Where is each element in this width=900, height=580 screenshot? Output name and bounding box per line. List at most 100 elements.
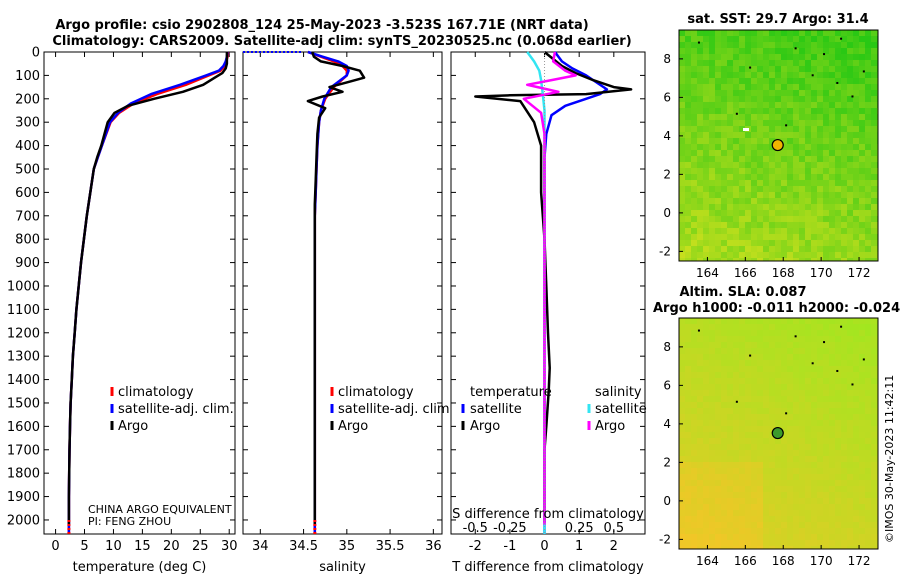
heatmap-cell	[757, 180, 763, 186]
heatmap-cell	[853, 66, 859, 72]
heatmap-cell	[775, 48, 781, 54]
heatmap-cell	[775, 108, 781, 114]
heatmap-cell	[847, 540, 853, 546]
heatmap-cell	[793, 252, 799, 258]
heatmap-cell	[721, 180, 727, 186]
heatmap-cell	[679, 192, 685, 198]
heatmap-cell	[859, 210, 865, 216]
heatmap-cell	[721, 426, 727, 432]
heatmap-cell	[691, 432, 697, 438]
heatmap-cell	[781, 222, 787, 228]
heatmap-cell	[853, 540, 859, 546]
heatmap-cell	[805, 144, 811, 150]
heatmap-cell	[727, 360, 733, 366]
heatmap-cell	[853, 102, 859, 108]
heatmap-cell	[865, 348, 871, 354]
heatmap-cell	[751, 216, 757, 222]
heatmap-cell	[835, 216, 841, 222]
heatmap-cell	[847, 438, 853, 444]
heatmap-cell	[865, 162, 871, 168]
heatmap-cell	[763, 438, 769, 444]
heatmap-cell	[799, 36, 805, 42]
heatmap-cell	[721, 480, 727, 486]
heatmap-cell	[847, 402, 853, 408]
heatmap-cell	[763, 462, 769, 468]
heatmap-cell	[733, 486, 739, 492]
heatmap-cell	[733, 258, 739, 261]
heatmap-cell	[757, 462, 763, 468]
heatmap-cell	[775, 534, 781, 540]
heatmap-cell	[781, 228, 787, 234]
heatmap-cell	[757, 438, 763, 444]
heatmap-cell	[835, 534, 841, 540]
heatmap-cell	[811, 504, 817, 510]
heatmap-cell	[865, 246, 871, 252]
heatmap-cell	[841, 186, 847, 192]
heatmap-cell	[757, 210, 763, 216]
heatmap-cell	[751, 132, 757, 138]
sal-legend-heading: salinity	[595, 385, 642, 400]
heatmap-cell	[847, 390, 853, 396]
heatmap-cell	[781, 36, 787, 42]
heatmap-cell	[745, 90, 751, 96]
heatmap-cell	[733, 84, 739, 90]
heatmap-cell	[691, 318, 697, 324]
heatmap-cell	[745, 420, 751, 426]
heatmap-cell	[745, 240, 751, 246]
heatmap-cell	[871, 516, 877, 522]
heatmap-cell	[697, 228, 703, 234]
heatmap-cell	[763, 402, 769, 408]
heatmap-cell	[709, 366, 715, 372]
heatmap-cell	[691, 516, 697, 522]
heatmap-cell	[829, 84, 835, 90]
legend-label: Argo	[595, 419, 625, 434]
heatmap-cell	[871, 144, 877, 150]
heatmap-cell	[685, 444, 691, 450]
heatmap-cell	[865, 126, 871, 132]
heatmap-cell	[733, 144, 739, 150]
island-speck	[785, 124, 788, 127]
heatmap-cell	[679, 468, 685, 474]
heatmap-cell	[823, 336, 829, 342]
heatmap-cell	[769, 102, 775, 108]
heatmap-cell	[745, 492, 751, 498]
heatmap-cell	[829, 108, 835, 114]
heatmap-cell	[799, 528, 805, 534]
heatmap-cell	[763, 456, 769, 462]
heatmap-cell	[859, 384, 865, 390]
heatmap-cell	[835, 150, 841, 156]
heatmap-cell	[721, 30, 727, 36]
heatmap-cell	[685, 534, 691, 540]
heatmap-cell	[865, 114, 871, 120]
heatmap-cell	[739, 468, 745, 474]
heatmap-cell	[865, 156, 871, 162]
heatmap-cell	[835, 96, 841, 102]
heatmap-cell	[865, 234, 871, 240]
heatmap-cell	[697, 168, 703, 174]
heatmap-cell	[871, 228, 877, 234]
heatmap-cell	[703, 324, 709, 330]
heatmap-cell	[829, 216, 835, 222]
heatmap-cell	[793, 240, 799, 246]
heatmap-cell	[685, 402, 691, 408]
heatmap-cell	[799, 336, 805, 342]
heatmap-cell	[751, 426, 757, 432]
heatmap-cell	[781, 426, 787, 432]
heatmap-cell	[763, 210, 769, 216]
heatmap-cell	[823, 48, 829, 54]
y-tick-label: 6	[663, 378, 671, 392]
heatmap-cell	[799, 144, 805, 150]
heatmap-cell	[757, 480, 763, 486]
heatmap-cell	[871, 60, 877, 66]
heatmap-cell	[871, 450, 877, 456]
heatmap-cell	[691, 348, 697, 354]
heatmap-cell	[799, 516, 805, 522]
heatmap-cell	[751, 90, 757, 96]
heatmap-cell	[835, 366, 841, 372]
heatmap-cell	[721, 468, 727, 474]
heatmap-cell	[739, 480, 745, 486]
heatmap-cell	[769, 366, 775, 372]
heatmap-cell	[781, 96, 787, 102]
heatmap-cell	[727, 396, 733, 402]
heatmap-cell	[721, 120, 727, 126]
